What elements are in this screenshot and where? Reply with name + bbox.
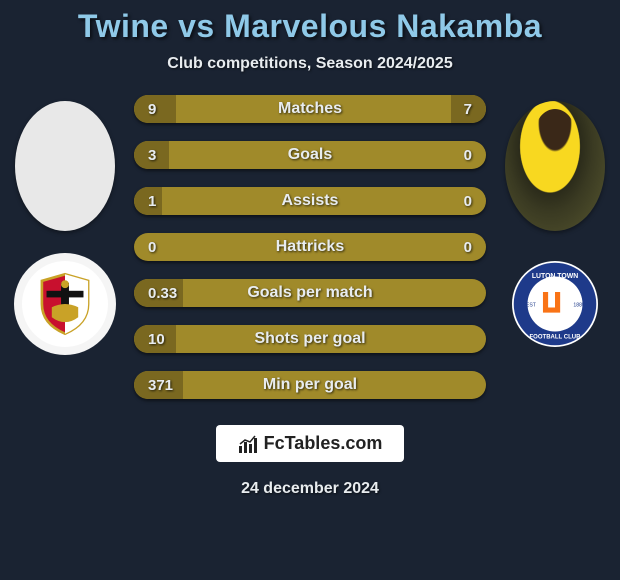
svg-text:1885: 1885 xyxy=(573,303,585,309)
stat-label: Hattricks xyxy=(134,238,486,256)
subtitle: Club competitions, Season 2024/2025 xyxy=(167,55,452,73)
stat-value-right: 0 xyxy=(464,239,472,256)
brand-box: FcTables.com xyxy=(216,425,405,462)
left-player-avatar xyxy=(15,101,115,231)
stat-label: Goals xyxy=(134,146,486,164)
stat-bar: 0.33 Goals per match xyxy=(134,279,486,307)
badge-icon: LUTON TOWN FOOTBALL CLUB EST 1885 xyxy=(512,261,598,347)
stat-bars: 9 Matches 7 3 Goals 0 1 Assists 0 xyxy=(130,95,490,399)
right-column: LUTON TOWN FOOTBALL CLUB EST 1885 xyxy=(490,95,620,347)
main-row: 9 Matches 7 3 Goals 0 1 Assists 0 xyxy=(0,95,620,399)
stat-bar: 371 Min per goal xyxy=(134,371,486,399)
stat-value-right: 7 xyxy=(464,101,472,118)
comparison-card: Twine vs Marvelous Nakamba Club competit… xyxy=(0,0,620,580)
svg-text:LUTON TOWN: LUTON TOWN xyxy=(532,273,578,280)
stat-bar: 3 Goals 0 xyxy=(134,141,486,169)
stat-label: Min per goal xyxy=(134,376,486,394)
stat-value-right: 0 xyxy=(464,147,472,164)
stat-value-right: 0 xyxy=(464,193,472,210)
stat-label: Assists xyxy=(134,192,486,210)
page-title: Twine vs Marvelous Nakamba xyxy=(78,8,542,45)
right-player-avatar xyxy=(505,101,605,231)
brand-text: FcTables.com xyxy=(264,433,383,454)
stat-bar: 9 Matches 7 xyxy=(134,95,486,123)
stat-bar: 10 Shots per goal xyxy=(134,325,486,353)
shield-icon xyxy=(32,271,98,337)
left-team-crest xyxy=(22,261,108,347)
stat-label: Goals per match xyxy=(134,284,486,302)
date-text: 24 december 2024 xyxy=(241,480,379,498)
right-team-crest: LUTON TOWN FOOTBALL CLUB EST 1885 xyxy=(512,261,598,347)
stat-label: Matches xyxy=(134,100,486,118)
stat-bar: 0 Hattricks 0 xyxy=(134,233,486,261)
svg-text:FOOTBALL CLUB: FOOTBALL CLUB xyxy=(529,334,581,340)
stat-label: Shots per goal xyxy=(134,330,486,348)
stat-bar: 1 Assists 0 xyxy=(134,187,486,215)
svg-text:EST: EST xyxy=(526,303,537,309)
left-column xyxy=(0,95,130,347)
chart-icon xyxy=(238,434,258,454)
